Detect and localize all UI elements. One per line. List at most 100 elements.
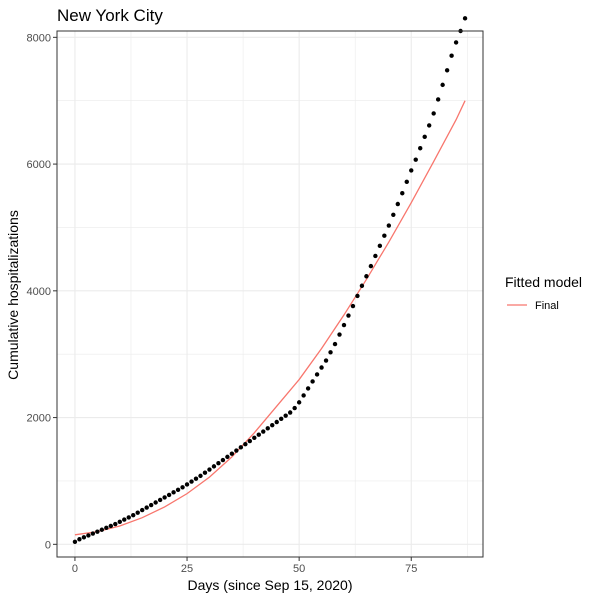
data-point — [413, 157, 418, 162]
fit-layer — [74, 100, 466, 536]
data-point — [126, 515, 131, 520]
data-point — [305, 386, 311, 391]
data-point — [157, 497, 163, 503]
y-tick-label: 6000 — [27, 159, 51, 171]
legend-label-final: Final — [535, 300, 559, 312]
data-point — [166, 492, 172, 498]
data-point — [270, 422, 275, 428]
data-point — [314, 372, 320, 377]
data-point — [301, 393, 306, 398]
x-tick-label: 0 — [72, 563, 78, 575]
x-tick-label: 25 — [181, 563, 193, 575]
data-point — [135, 510, 140, 515]
data-point — [364, 274, 369, 279]
data-point — [140, 507, 145, 513]
data-point — [283, 413, 288, 418]
data-point — [426, 123, 432, 128]
data-point — [453, 40, 459, 45]
data-point — [373, 253, 378, 259]
data-point — [449, 53, 454, 58]
data-point — [404, 179, 409, 185]
data-point — [319, 365, 324, 370]
data-point — [355, 293, 360, 299]
data-point — [359, 283, 365, 288]
data-point — [395, 201, 400, 207]
data-point — [184, 482, 190, 487]
data-point — [346, 313, 351, 318]
points-layer — [72, 16, 468, 544]
data-point — [108, 523, 114, 529]
data-point — [418, 146, 423, 151]
data-point — [95, 529, 100, 534]
data-point — [431, 111, 436, 116]
legend-title: Fitted model — [505, 274, 582, 290]
data-point — [337, 332, 342, 337]
data-point — [153, 500, 158, 505]
data-point — [234, 448, 239, 453]
grid — [57, 31, 483, 557]
data-point — [382, 233, 387, 238]
data-point — [440, 82, 445, 88]
data-point — [243, 442, 248, 447]
data-point — [409, 168, 414, 173]
data-point — [292, 405, 297, 411]
data-point — [171, 490, 176, 495]
data-point — [148, 502, 154, 508]
data-point — [296, 400, 302, 405]
data-point — [162, 495, 167, 500]
data-point — [386, 223, 392, 228]
data-point — [238, 445, 244, 450]
data-point — [252, 435, 257, 441]
x-axis-title: Days (since Sep 15, 2020) — [188, 577, 353, 593]
data-point — [350, 303, 356, 309]
data-point — [368, 263, 374, 269]
data-point — [198, 473, 203, 479]
data-point — [377, 243, 383, 249]
data-point — [216, 461, 221, 466]
y-tick-label: 0 — [45, 539, 51, 551]
data-point — [202, 470, 208, 475]
data-point — [328, 350, 333, 355]
data-point — [310, 379, 315, 384]
data-point — [287, 410, 293, 415]
data-point — [90, 531, 96, 536]
data-point — [104, 525, 109, 531]
data-point — [462, 16, 468, 21]
data-point — [435, 97, 441, 102]
data-point — [193, 476, 199, 481]
data-point — [175, 487, 181, 493]
data-point — [422, 134, 427, 140]
data-point — [341, 322, 347, 328]
data-point — [72, 539, 78, 544]
data-point — [400, 191, 405, 196]
panel-border — [56, 30, 484, 558]
data-point — [207, 467, 212, 472]
data-point — [99, 527, 105, 532]
y-tick-label: 4000 — [27, 286, 51, 298]
x-axis: 0 25 50 75 — [72, 557, 417, 575]
data-point — [274, 419, 279, 425]
data-point — [131, 512, 136, 518]
data-point — [122, 517, 127, 522]
chart-title: New York City — [57, 6, 163, 25]
data-point — [86, 533, 91, 538]
x-tick-label: 75 — [405, 563, 417, 575]
data-point — [391, 212, 396, 217]
y-tick-label: 2000 — [27, 413, 51, 425]
data-point — [229, 451, 235, 456]
data-point — [180, 485, 185, 490]
y-axis: 0 2000 4000 6000 8000 — [27, 32, 57, 551]
data-point — [77, 537, 82, 542]
data-point — [323, 358, 329, 363]
data-point — [189, 479, 194, 484]
data-point — [444, 68, 450, 73]
data-point — [225, 454, 230, 460]
data-point — [113, 521, 118, 527]
data-point — [81, 535, 87, 540]
y-tick-label: 8000 — [27, 32, 51, 44]
data-point — [256, 432, 261, 437]
x-tick-label: 50 — [293, 563, 305, 575]
y-axis-title: Cumulative hospitalizations — [5, 210, 21, 380]
